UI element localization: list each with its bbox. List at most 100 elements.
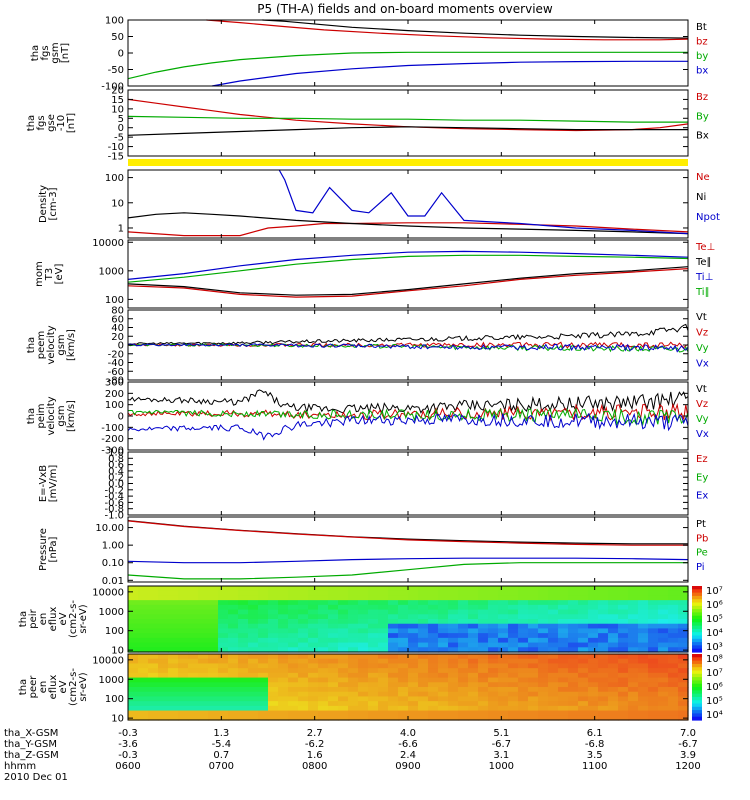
spectrogram-cell: [578, 691, 589, 698]
spectrogram-cell: [658, 672, 669, 679]
spectrogram-cell: [128, 604, 139, 611]
spectrogram-cell: [478, 663, 489, 669]
spectrogram-cell: [588, 642, 599, 648]
spectrogram-cell: [628, 628, 639, 634]
spectrogram-cell: [408, 696, 419, 702]
spectrogram-cell: [578, 677, 589, 683]
legend-Pi: Pi: [696, 562, 705, 573]
spectrogram-cell: [668, 614, 679, 620]
y-tick-label: -80: [108, 376, 124, 387]
spectrogram-cell: [188, 609, 199, 615]
spectrogram-cell: [308, 604, 319, 611]
x-row-label: tha_X-GSM: [4, 728, 58, 739]
spectrogram-cell: [558, 654, 569, 660]
legend-Ex: Ex: [696, 491, 708, 502]
spectrogram-cell: [248, 691, 259, 698]
spectrogram-cell: [288, 677, 299, 683]
spectrogram-cell: [288, 609, 299, 615]
x-tick-label: 1.6: [307, 750, 323, 761]
spectrogram-cell: [588, 710, 599, 716]
spectrogram-cell: [598, 590, 609, 597]
spectrogram-cell: [368, 658, 379, 665]
spectrogram-cell: [668, 633, 679, 639]
spectrogram-cell: [328, 701, 339, 707]
spectrogram-cell: [188, 668, 199, 674]
spectrogram-cell: [338, 586, 349, 592]
spectrogram-cell: [448, 614, 459, 620]
spectrogram-cell: [498, 600, 509, 606]
colorbar-step: [692, 589, 702, 594]
spectrogram-cell: [358, 590, 369, 597]
spectrogram-cell: [128, 687, 139, 693]
spectrogram-cell: [378, 705, 389, 712]
spectrogram-cell: [228, 590, 239, 597]
spectrogram-cell: [458, 647, 469, 653]
spectrogram-cell: [478, 647, 489, 653]
spectrogram-cell: [218, 696, 229, 702]
spectrogram-cell: [278, 663, 289, 669]
spectrogram-cell: [668, 637, 679, 644]
spectrogram-cell: [498, 590, 509, 597]
spectrogram-cell: [158, 701, 169, 707]
spectrogram-cell: [638, 647, 649, 653]
spectrogram-cell: [418, 623, 429, 630]
spectrogram-cell: [208, 663, 219, 669]
spectrogram-cell: [678, 600, 689, 606]
separator-bar: [128, 159, 688, 166]
spectrogram-cell: [668, 595, 679, 601]
spectrogram-cell: [148, 663, 159, 669]
series-Pb: [127, 520, 688, 546]
spectrogram-cell: [258, 623, 269, 630]
spectrogram-cell: [438, 590, 449, 597]
spectrogram-cell: [668, 623, 679, 630]
spectrogram-cell: [618, 623, 629, 630]
y-axis-label: peir: [28, 608, 39, 628]
y-tick-label: 20: [111, 332, 124, 343]
spectrogram-cell: [538, 687, 549, 693]
legend-Vx: Vx: [696, 359, 709, 370]
spectrogram-cell: [678, 619, 689, 625]
spectrogram-cell: [428, 590, 439, 597]
y-tick-label: 0: [118, 341, 124, 352]
spectrogram-cell: [258, 609, 269, 615]
spectrogram-cell: [338, 677, 349, 683]
spectrogram-cell: [548, 633, 559, 639]
spectrogram-cell: [298, 614, 309, 620]
y-tick-label: -60: [108, 367, 124, 378]
y-axis-label: eV: [58, 680, 69, 693]
spectrogram-cell: [408, 677, 419, 683]
spectrogram-cell: [198, 595, 209, 601]
spectrogram-cell: [128, 633, 139, 639]
spectrogram-cell: [378, 600, 389, 606]
spectrogram-cell: [248, 658, 259, 665]
spectrogram-cell: [678, 637, 689, 644]
spectrogram-cell: [528, 691, 539, 698]
spectrogram-cell: [638, 672, 649, 679]
spectrogram-cell: [378, 701, 389, 707]
spectrogram-cell: [448, 715, 459, 721]
spectrogram-cell: [258, 604, 269, 611]
spectrogram-cell: [328, 715, 339, 721]
spectrogram-cell: [328, 668, 339, 674]
spectrogram-cell: [648, 586, 659, 592]
spectrogram-cell: [608, 586, 619, 592]
spectrogram-cell: [368, 687, 379, 693]
spectrogram-cell: [528, 663, 539, 669]
y-tick-label: 200: [105, 389, 124, 400]
spectrogram-cell: [628, 668, 639, 674]
spectrogram-cell: [208, 600, 219, 606]
spectrogram-cell: [528, 614, 539, 620]
spectrogram-cell: [638, 705, 649, 712]
series-bx: [211, 60, 688, 87]
spectrogram-cell: [658, 586, 669, 592]
spectrogram-cell: [338, 590, 349, 597]
spectrogram-cell: [138, 705, 149, 712]
spectrogram-cell: [198, 654, 209, 660]
legend-Ey: Ey: [696, 472, 708, 483]
spectrogram-cell: [648, 691, 659, 698]
spectrogram-cell: [268, 687, 279, 693]
spectrogram-cell: [548, 654, 559, 660]
